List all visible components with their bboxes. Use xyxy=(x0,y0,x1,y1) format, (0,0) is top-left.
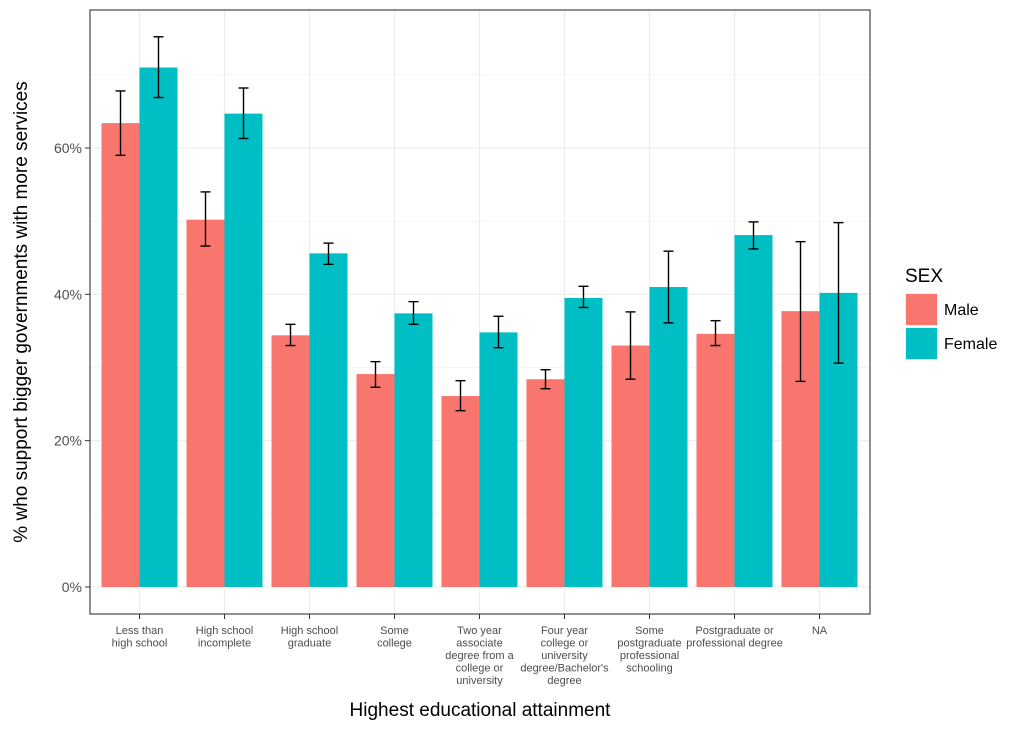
error-bar xyxy=(200,191,211,247)
bar-female xyxy=(394,313,433,587)
bar-male xyxy=(441,396,480,587)
y-axis-title: % who support bigger governments with mo… xyxy=(11,81,32,542)
error-bar xyxy=(323,242,334,266)
x-tick-label: Four year college or university degree/Bach… xyxy=(520,625,609,687)
y-tick-label: 0% xyxy=(62,579,82,595)
error-bar xyxy=(408,300,419,326)
error-bar xyxy=(540,368,551,390)
error-bar xyxy=(238,87,249,140)
bar-female xyxy=(564,297,603,587)
x-axis-title: Highest educational attainment xyxy=(350,700,612,721)
error-bar xyxy=(493,315,504,349)
error-bar xyxy=(153,36,164,99)
error-bar xyxy=(710,319,721,347)
x-tick-label: High school graduate xyxy=(281,625,338,650)
bar-male xyxy=(611,345,650,587)
error-bar xyxy=(663,250,674,324)
legend-swatch-male xyxy=(906,294,937,325)
x-tick-label: NA xyxy=(812,625,828,637)
error-bar xyxy=(795,240,806,383)
error-bar xyxy=(833,221,844,364)
error-bar xyxy=(285,323,296,347)
bar-female xyxy=(734,235,773,587)
x-tick-label: Less than high school xyxy=(112,625,168,650)
bar-male xyxy=(101,123,140,587)
legend-swatch-female xyxy=(906,328,937,359)
error-bar xyxy=(455,379,466,412)
x-tick-label: Postgraduate or professional degree xyxy=(686,625,783,650)
bar-male xyxy=(696,333,735,587)
y-tick-label: 20% xyxy=(54,433,82,449)
error-bar xyxy=(115,90,126,157)
x-tick-label: Some college xyxy=(377,625,412,650)
bar-male xyxy=(186,219,225,587)
legend-label-female: Female xyxy=(944,336,997,353)
y-tick-label: 60% xyxy=(54,140,82,156)
x-tick-label: Some postgraduate professional schooling xyxy=(617,625,681,675)
error-bar xyxy=(625,311,636,380)
bar-female xyxy=(479,332,518,587)
bar-male xyxy=(526,379,565,587)
bar-female xyxy=(224,113,263,587)
legend-title: SEX xyxy=(905,266,943,287)
bar-male xyxy=(356,374,395,587)
y-tick-label: 40% xyxy=(54,286,82,302)
bar-male xyxy=(271,335,310,587)
error-bar xyxy=(748,221,759,250)
bar-female xyxy=(309,253,348,588)
x-tick-label: Two year associate degree from a college or… xyxy=(445,625,514,687)
x-tick-label: High school incomplete xyxy=(196,625,253,650)
bar-female xyxy=(139,67,178,588)
error-bar xyxy=(578,285,589,309)
legend-label-male: Male xyxy=(944,302,979,319)
bar-female xyxy=(649,287,688,587)
error-bar xyxy=(370,360,381,388)
